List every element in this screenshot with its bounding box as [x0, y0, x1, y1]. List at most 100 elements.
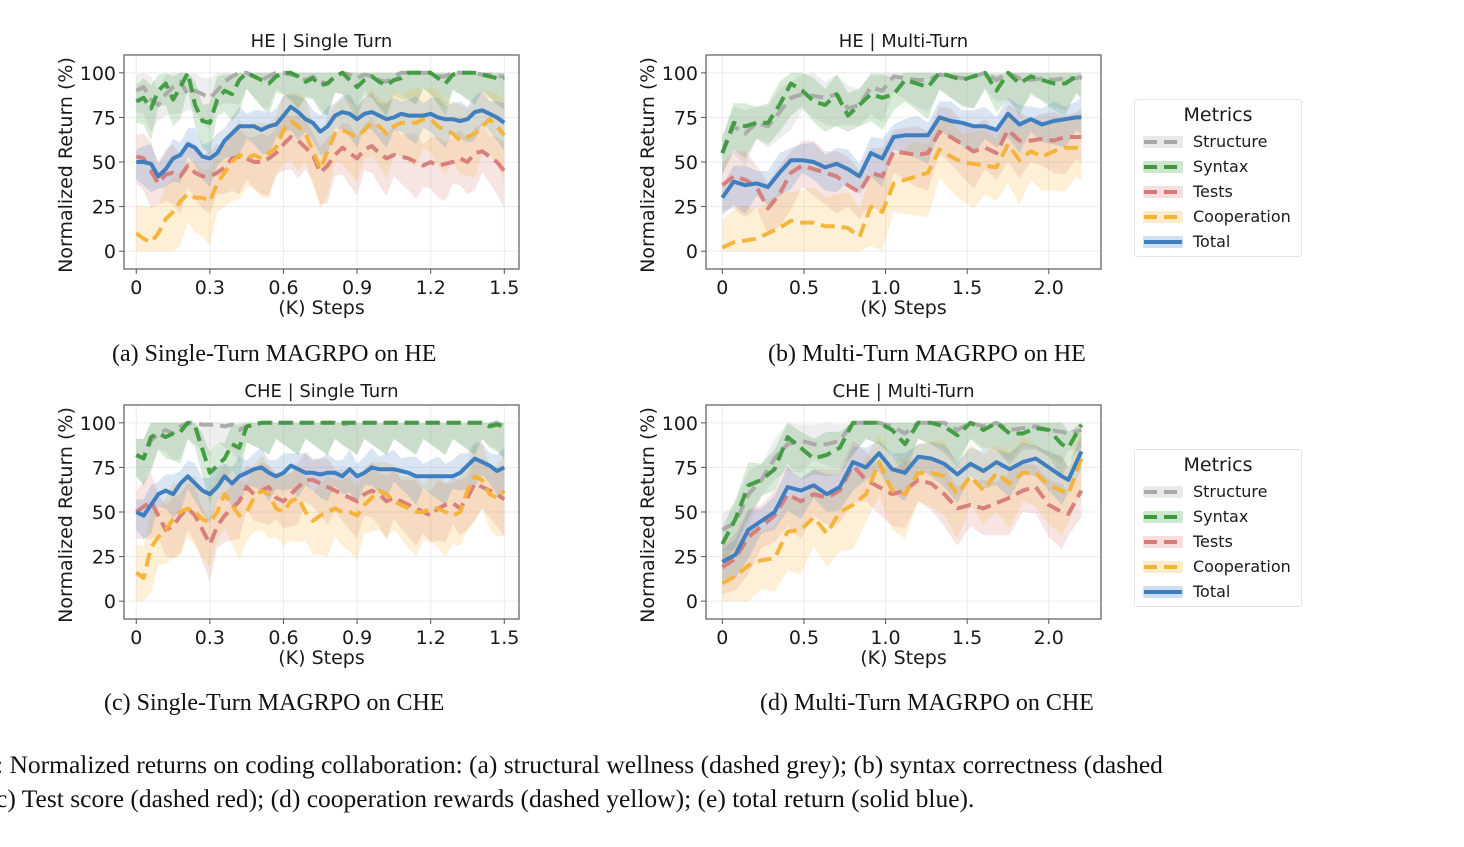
y-tick-label: 25: [674, 547, 698, 569]
x-tick-label: 0: [130, 627, 142, 649]
x-tick-label: 0.6: [268, 627, 298, 649]
y-axis-label: Normalized Return (%): [637, 407, 659, 623]
x-tick-label: 0.5: [789, 277, 819, 299]
x-tick-label: 1.2: [416, 627, 446, 649]
band-structure: [136, 72, 505, 132]
grid: [124, 405, 519, 619]
line-structure: [721, 420, 1082, 532]
line-cooperation: [135, 474, 506, 580]
chart-title: CHE | Multi-Turn: [833, 381, 975, 402]
confidence-bands: [136, 422, 505, 602]
legend-bottom: Metrics Structure Syntax Tests Cooperati…: [1134, 449, 1302, 607]
line-total: [135, 456, 506, 518]
band-cooperation: [136, 444, 505, 602]
legend-label: Total: [1193, 582, 1231, 601]
legend-swatch-band: [1143, 186, 1183, 198]
line-tests: [721, 463, 1084, 569]
legend-label: Total: [1193, 232, 1231, 251]
y-tick-label: 100: [662, 63, 698, 85]
legend-swatch-cooperation: [1143, 561, 1183, 573]
band-cooperation: [722, 112, 1082, 252]
legend-swatch-band: [1143, 561, 1183, 573]
legend-swatch-tests: [1143, 536, 1183, 548]
legend-label: Cooperation: [1193, 207, 1291, 226]
legend-label: Tests: [1193, 182, 1233, 201]
y-tick-label: 25: [674, 197, 698, 219]
figure-caption-line-2: c) Test score (dashed red); (d) cooperat…: [0, 784, 975, 813]
y-tick-label: 0: [104, 241, 116, 263]
y-tick-label: 75: [674, 107, 698, 129]
y-tick-label: 0: [686, 241, 698, 263]
x-tick-label: 0: [716, 627, 728, 649]
x-tick-label: 1.0: [870, 277, 900, 299]
band-tests: [722, 104, 1082, 236]
legend-swatch-cooperation: [1143, 211, 1183, 223]
legend-swatch-tests: [1143, 186, 1183, 198]
legend-swatch-total: [1143, 586, 1183, 598]
line-structure: [720, 70, 1083, 154]
chart-panel-c: 0 0.3 0.6 0.9 1.2 1.5 0 25 50 75 100 CHE | Single T…: [50, 375, 530, 679]
y-tick-label: 50: [674, 152, 698, 174]
line-syntax: [135, 420, 505, 475]
line-tests: [135, 477, 506, 547]
legend-top: Metrics Structure Syntax Tests Cooperati…: [1134, 99, 1302, 257]
y-tick-label: 75: [92, 457, 116, 479]
legend-title: Metrics: [1183, 454, 1253, 476]
x-tick-label: 2.0: [1034, 627, 1064, 649]
chart-he-multi-turn: 0 0.5 1.0 1.5 2.0 0 25 50 75 100 HE | Multi-Turn (K…: [637, 31, 1102, 319]
x-tick-label: 2.0: [1034, 277, 1064, 299]
series-lines: [720, 420, 1084, 586]
y-tick-label: 100: [662, 413, 698, 435]
legend-label: Structure: [1193, 132, 1268, 151]
x-tick-label: 0: [716, 277, 728, 299]
legend-swatch-band: [1143, 536, 1183, 548]
band-tests: [722, 440, 1082, 594]
legend-swatch-total: [1143, 236, 1183, 248]
chart-panel-a: 0 0.3 0.6 0.9 1.2 1.5 0 25 50 75 100 HE | Single Tu…: [50, 25, 530, 329]
legend-label: Structure: [1193, 482, 1268, 501]
x-tick-label: 0.9: [342, 277, 372, 299]
x-tick-label: 0.6: [268, 277, 298, 299]
x-tick-label: 1.2: [416, 277, 446, 299]
legend-swatch-band: [1143, 511, 1183, 523]
legend-swatch-structure: [1143, 136, 1183, 148]
series-lines: [720, 70, 1083, 250]
y-tick-label: 50: [92, 152, 116, 174]
line-total: [720, 111, 1082, 199]
line-syntax: [720, 420, 1084, 546]
legend-label: Syntax: [1193, 157, 1249, 176]
legend-label: Syntax: [1193, 507, 1249, 526]
x-tick-label: 0.3: [195, 627, 225, 649]
line-syntax: [720, 70, 1083, 154]
x-tick-label: 0.3: [195, 277, 225, 299]
legend-title: Metrics: [1183, 104, 1253, 126]
series-lines: [135, 70, 506, 245]
chart-title: HE | Multi-Turn: [839, 31, 968, 52]
y-axis-label: Normalized Return (%): [637, 57, 659, 273]
band-tests: [136, 451, 505, 582]
subcaption-b: (b) Multi-Turn MAGRPO on HE: [768, 341, 1086, 367]
y-tick-label: 75: [92, 107, 116, 129]
legend-swatch-band: [1143, 161, 1183, 173]
chart-che-multi-turn: 0 0.5 1.0 1.5 2.0 0 25 50 75 100 CHE | Multi-Turn (…: [637, 381, 1102, 669]
x-tick-label: 0.5: [789, 627, 819, 649]
chart-che-single-turn: 0 0.3 0.6 0.9 1.2 1.5 0 25 50 75 100 CHE | Single T…: [55, 381, 520, 669]
x-axis-label: (K) Steps: [278, 297, 364, 319]
x-tick-label: 1.5: [489, 627, 519, 649]
x-axis-label: (K) Steps: [860, 647, 946, 669]
chart-panel-d: 0 0.5 1.0 1.5 2.0 0 25 50 75 100 CHE | Multi-Turn (…: [632, 375, 1112, 679]
subcaption-c: (c) Single-Turn MAGRPO on CHE: [104, 690, 445, 716]
band-total: [722, 435, 1082, 580]
legend-label: Cooperation: [1193, 557, 1291, 576]
line-cooperation: [721, 457, 1084, 586]
legend-label: Tests: [1193, 532, 1233, 551]
x-tick-label: 1.0: [870, 627, 900, 649]
subcaption-d: (d) Multi-Turn MAGRPO on CHE: [760, 690, 1094, 716]
y-tick-label: 50: [92, 502, 116, 524]
y-tick-label: 50: [674, 502, 698, 524]
legend-swatch-syntax: [1143, 511, 1183, 523]
line-cooperation: [135, 117, 506, 245]
band-cooperation: [136, 87, 505, 252]
legend-swatch-band: [1143, 136, 1183, 148]
confidence-bands: [722, 72, 1082, 252]
